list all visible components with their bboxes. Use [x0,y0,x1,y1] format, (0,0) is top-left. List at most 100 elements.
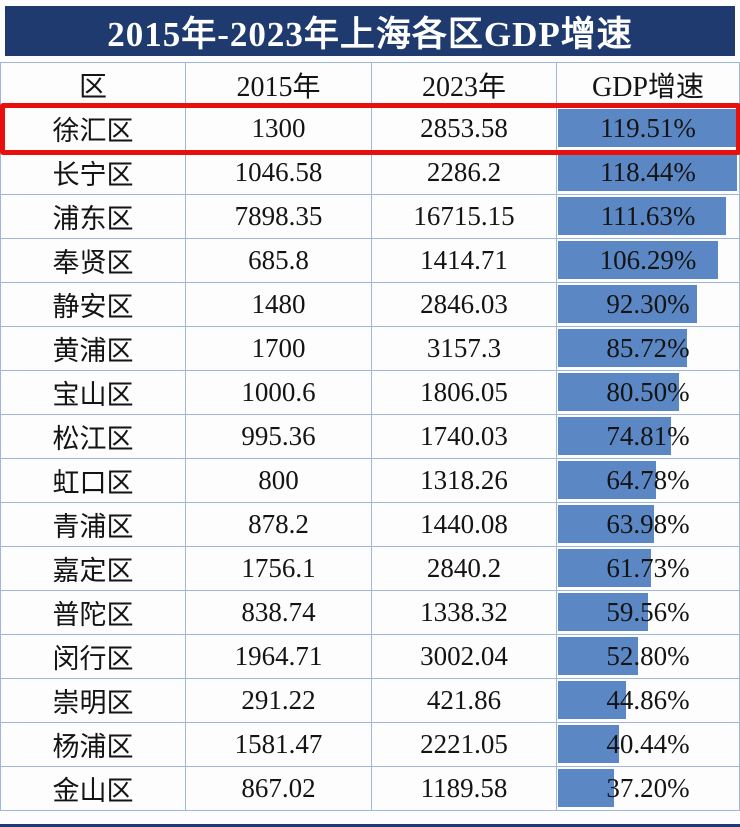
value-2015-cell: 7898.35 [186,195,372,239]
growth-value: 64.78% [606,465,690,495]
growth-value: 119.51% [600,113,696,143]
district-cell: 杨浦区 [1,723,186,767]
value-2015-cell: 878.2 [186,503,372,547]
value-2015-cell: 1300 [186,107,372,151]
growth-data-bar [558,373,680,411]
growth-cell: 92.30% [557,283,740,327]
value-2023-cell: 2846.03 [372,283,557,327]
table-row: 静安区 1480 2846.03 92.30% [1,283,740,327]
growth-value: 59.56% [606,597,690,627]
growth-value: 111.63% [600,201,696,231]
value-2015-cell: 838.74 [186,591,372,635]
header-2023: 2023年 [372,63,557,107]
value-2023-cell: 1740.03 [372,415,557,459]
growth-data-bar [558,461,656,499]
table-row: 普陀区 838.74 1338.32 59.56% [1,591,740,635]
growth-cell: 74.81% [557,415,740,459]
district-cell: 虹口区 [1,459,186,503]
value-2023-cell: 2853.58 [372,107,557,151]
value-2015-cell: 1700 [186,327,372,371]
header-2015: 2015年 [186,63,372,107]
header-district: 区 [1,63,186,107]
gdp-table: 区 2015年 2023年 GDP增速 徐汇区 1300 2853.58 119… [0,62,740,811]
value-2015-cell: 291.22 [186,679,372,723]
bottom-border-bar [0,824,740,827]
growth-cell: 111.63% [557,195,740,239]
value-2015-cell: 1964.71 [186,635,372,679]
table-row: 杨浦区 1581.47 2221.05 40.44% [1,723,740,767]
table-body: 徐汇区 1300 2853.58 119.51% 长宁区 1046.58 228… [0,103,740,811]
table-row: 松江区 995.36 1740.03 74.81% [1,415,740,459]
district-cell: 宝山区 [1,371,186,415]
value-2023-cell: 16715.15 [372,195,557,239]
growth-cell: 119.51% [557,107,740,151]
value-2023-cell: 1440.08 [372,503,557,547]
value-2023-cell: 1338.32 [372,591,557,635]
growth-cell: 85.72% [557,327,740,371]
table-row: 长宁区 1046.58 2286.2 118.44% [1,151,740,195]
value-2023-cell: 3157.3 [372,327,557,371]
growth-data-bar [558,681,626,719]
growth-data-bar [558,593,648,631]
growth-data-bar [558,241,719,279]
growth-value: 52.80% [606,641,690,671]
value-2023-cell: 1414.71 [372,239,557,283]
growth-cell: 63.98% [557,503,740,547]
table-row: 奉贤区 685.8 1414.71 106.29% [1,239,740,283]
value-2015-cell: 1000.6 [186,371,372,415]
district-cell: 嘉定区 [1,547,186,591]
growth-cell: 118.44% [557,151,740,195]
growth-value: 106.29% [599,245,697,275]
table-header-row: 区 2015年 2023年 GDP增速 [1,63,740,107]
growth-data-bar [558,329,688,367]
growth-data-bar [558,109,739,147]
value-2023-cell: 2221.05 [372,723,557,767]
table-row: 徐汇区 1300 2853.58 119.51% [0,103,740,155]
growth-value: 80.50% [606,377,690,407]
value-2015-cell: 685.8 [186,239,372,283]
growth-value: 61.73% [606,553,690,583]
value-2023-cell: 1806.05 [372,371,557,415]
district-cell: 普陀区 [1,591,186,635]
growth-data-bar [558,637,638,675]
table-row: 浦东区 7898.35 16715.15 111.63% [1,195,740,239]
table-row: 青浦区 878.2 1440.08 63.98% [1,503,740,547]
value-2023-cell: 3002.04 [372,635,557,679]
district-cell: 徐汇区 [1,107,186,151]
table-row: 闵行区 1964.71 3002.04 52.80% [1,635,740,679]
value-2023-cell: 2840.2 [372,547,557,591]
growth-data-bar [558,725,619,763]
district-cell: 金山区 [1,767,186,811]
page-title: 2015年-2023年上海各区GDP增速 [107,14,633,54]
value-2023-cell: 1318.26 [372,459,557,503]
growth-cell: 40.44% [557,723,740,767]
table-row: 嘉定区 1756.1 2840.2 61.73% [1,547,740,591]
growth-data-bar [558,505,655,543]
district-cell: 松江区 [1,415,186,459]
growth-cell: 80.50% [557,371,740,415]
growth-value: 37.20% [606,773,690,803]
table-row: 宝山区 1000.6 1806.05 80.50% [1,371,740,415]
growth-cell: 106.29% [557,239,740,283]
value-2023-cell: 1189.58 [372,767,557,811]
value-2015-cell: 1046.58 [186,151,372,195]
district-cell: 黄浦区 [1,327,186,371]
district-cell: 闵行区 [1,635,186,679]
value-2015-cell: 800 [186,459,372,503]
value-2015-cell: 1756.1 [186,547,372,591]
growth-value: 63.98% [606,509,690,539]
table-row: 崇明区 291.22 421.86 44.86% [1,679,740,723]
table-row: 金山区 867.02 1189.58 37.20% [1,767,740,811]
growth-data-bar [558,153,737,191]
growth-cell: 64.78% [557,459,740,503]
growth-cell: 37.20% [557,767,740,811]
title-bar: 2015年-2023年上海各区GDP增速 [5,6,735,56]
growth-data-bar [558,769,615,807]
district-cell: 静安区 [1,283,186,327]
growth-value: 44.86% [606,685,690,715]
table-row: 虹口区 800 1318.26 64.78% [1,459,740,503]
value-2023-cell: 421.86 [372,679,557,723]
value-2015-cell: 867.02 [186,767,372,811]
value-2023-cell: 2286.2 [372,151,557,195]
growth-data-bar [558,285,698,323]
